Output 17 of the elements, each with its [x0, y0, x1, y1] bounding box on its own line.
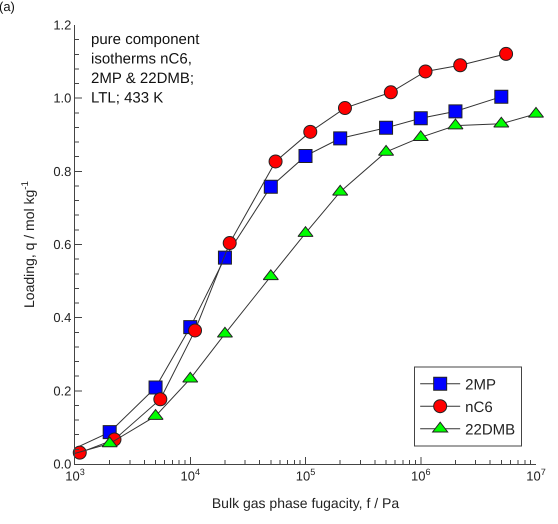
- y-tick-label: 0.6: [53, 237, 72, 252]
- legend-label: nC6: [465, 399, 493, 416]
- y-tick-label: 0.2: [53, 383, 72, 398]
- x-tick-label: 10$^{5}$: [296, 467, 316, 484]
- legend-label: 2MP: [465, 376, 496, 394]
- x-tick-label: 10$^{6}$: [410, 467, 431, 484]
- y-tick-label: 0.0: [53, 456, 72, 472]
- x-axis-title: Bulk gas phase fugacity, f / Pa: [212, 494, 400, 511]
- annotation: pure component isotherms nC6, 2MP & 22DMB; LTL; 433 K: [91, 31, 200, 106]
- text: (a): [0, 0, 15, 14]
- x-tick-label: 10$^{4}$: [180, 467, 200, 484]
- y-tick-label: 0.8: [53, 164, 72, 179]
- y-tick-label: 0.4: [53, 310, 72, 326]
- legend-label: 22DMB: [465, 422, 516, 439]
- y-tick-label: 1.0: [53, 90, 72, 106]
- x-tick-label: 10$^{7}$: [526, 467, 546, 484]
- y-tick-label: 1.2: [53, 18, 72, 33]
